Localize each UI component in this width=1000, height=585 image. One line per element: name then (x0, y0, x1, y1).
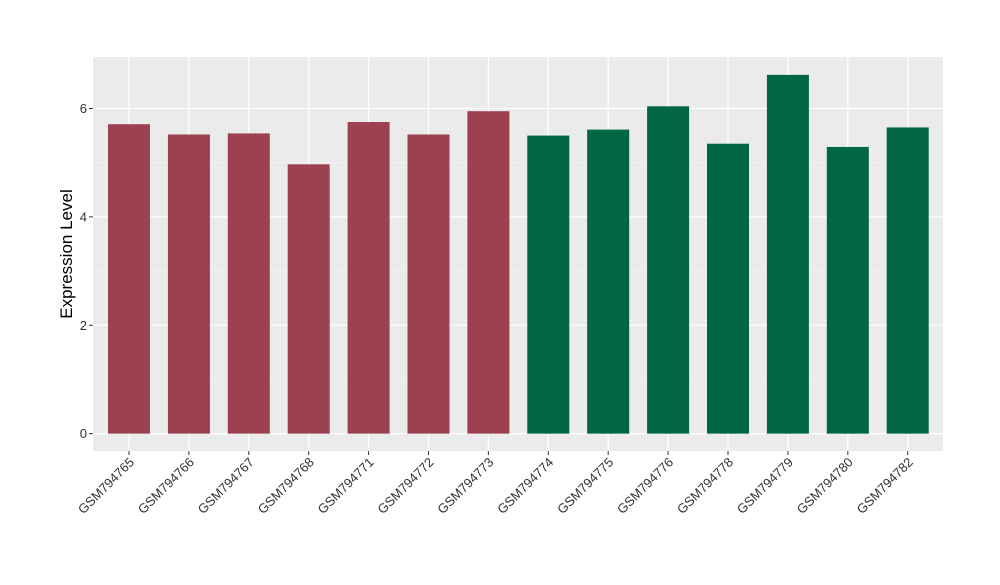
bar-GSM794768 (287, 164, 330, 434)
bar-GSM794766 (167, 134, 210, 434)
x-tick-label: GSM794768 (255, 455, 317, 517)
x-tick-label: GSM794779 (734, 455, 796, 517)
bar-GSM794774 (527, 135, 570, 434)
y-tick-label: 0 (80, 426, 87, 441)
bar-GSM794782 (886, 127, 929, 434)
x-tick-label: GSM794773 (434, 455, 496, 517)
bars-layer (108, 74, 929, 434)
bar-GSM794778 (707, 143, 749, 434)
y-axis: 0 2 4 6 (80, 101, 93, 441)
y-tick-label: 2 (80, 318, 87, 333)
bar-GSM794776 (647, 106, 690, 434)
bar-GSM794767 (227, 133, 270, 434)
x-axis: GSM794765GSM794766GSM794767GSM794768GSM7… (75, 451, 916, 517)
x-tick-label: GSM794782 (854, 455, 916, 517)
x-tick-label: GSM794771 (314, 455, 376, 517)
plot-panel (93, 57, 943, 451)
bar-GSM794771 (347, 122, 390, 434)
bar-GSM794772 (407, 134, 450, 434)
bar-GSM794773 (467, 111, 510, 434)
bar-GSM794775 (587, 129, 630, 434)
x-tick-label: GSM794778 (674, 455, 736, 517)
y-tick-label: 6 (80, 101, 87, 116)
x-tick-label: GSM794775 (554, 455, 616, 517)
x-tick-label: GSM794767 (195, 455, 257, 517)
x-tick-label: GSM794780 (794, 455, 856, 517)
x-tick-label: GSM794766 (135, 455, 197, 517)
x-tick-label: GSM794774 (494, 455, 556, 517)
bar-GSM794765 (108, 124, 150, 434)
bar-GSM794780 (826, 146, 869, 434)
bar-GSM794779 (766, 74, 809, 434)
y-tick-label: 4 (80, 209, 87, 224)
x-tick-label: GSM794772 (374, 455, 436, 517)
x-tick-label: GSM794776 (614, 455, 676, 517)
x-tick-label: GSM794765 (75, 455, 137, 517)
y-axis-title: Expression Level (57, 189, 76, 318)
